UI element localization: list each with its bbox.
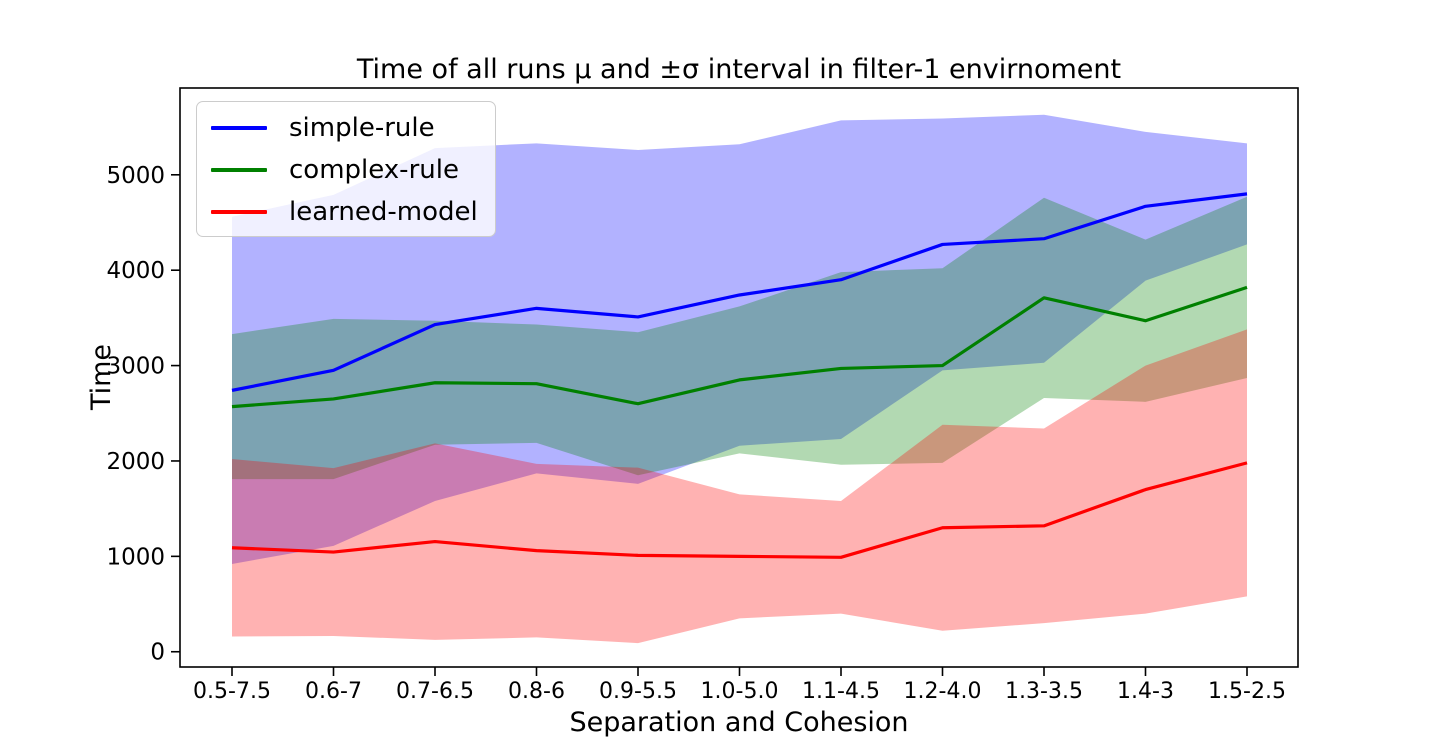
legend-label: complex-rule xyxy=(289,155,459,185)
legend-label: simple-rule xyxy=(289,113,435,143)
band-learned-model xyxy=(232,329,1247,644)
x-tick-label: 1.5-2.5 xyxy=(1208,679,1286,704)
x-tick-label: 0.5-7.5 xyxy=(193,679,271,704)
x-tick-label: 0.6-7 xyxy=(305,679,362,704)
axis-ticks: 0 1000 2000 3000 4000 5000 0.5-7.5 0.6-7 0.7-6.5… xyxy=(106,163,1286,704)
y-tick-label: 0 xyxy=(150,640,165,666)
legend-label: learned-model xyxy=(289,197,478,227)
x-tick-label: 1.2-4.0 xyxy=(904,679,982,704)
x-tick-label: 1.4-3 xyxy=(1117,679,1174,704)
plot-spines xyxy=(179,87,1299,668)
legend-item-simple-rule: simple-rule xyxy=(211,107,495,149)
legend-line-icon xyxy=(211,210,267,214)
y-tick-label: 1000 xyxy=(106,544,165,570)
x-axis-label: Separation and Cohesion xyxy=(569,707,908,738)
mean-lines xyxy=(231,192,1248,559)
x-tick-label: 0.7-6.5 xyxy=(396,679,474,704)
legend-item-learned-model: learned-model xyxy=(211,191,495,233)
x-tick-label: 0.9-5.5 xyxy=(599,679,677,704)
y-tick-label: 5000 xyxy=(106,163,165,189)
y-tick-label: 2000 xyxy=(106,449,165,475)
y-tick-label: 4000 xyxy=(106,258,165,284)
line-learned-model xyxy=(231,461,1248,559)
line-simple-rule xyxy=(231,192,1248,392)
line-complex-rule xyxy=(231,285,1248,409)
x-tick-label: 1.0-5.0 xyxy=(701,679,779,704)
y-tick-label: 3000 xyxy=(106,354,165,380)
band-complex-rule xyxy=(232,196,1247,480)
y-axis-label: Time xyxy=(86,344,117,411)
x-tick-label: 1.3-3.5 xyxy=(1005,679,1083,704)
chart-title: Time of all runs μ and ±σ interval in fi… xyxy=(356,54,1121,85)
x-tick-label: 1.1-4.5 xyxy=(802,679,880,704)
legend-line-icon xyxy=(211,126,267,130)
legend-line-icon xyxy=(211,168,267,172)
legend-item-complex-rule: complex-rule xyxy=(211,149,495,191)
legend: simple-rule complex-rule learned-model xyxy=(196,101,496,237)
x-tick-label: 0.8-6 xyxy=(508,679,565,704)
